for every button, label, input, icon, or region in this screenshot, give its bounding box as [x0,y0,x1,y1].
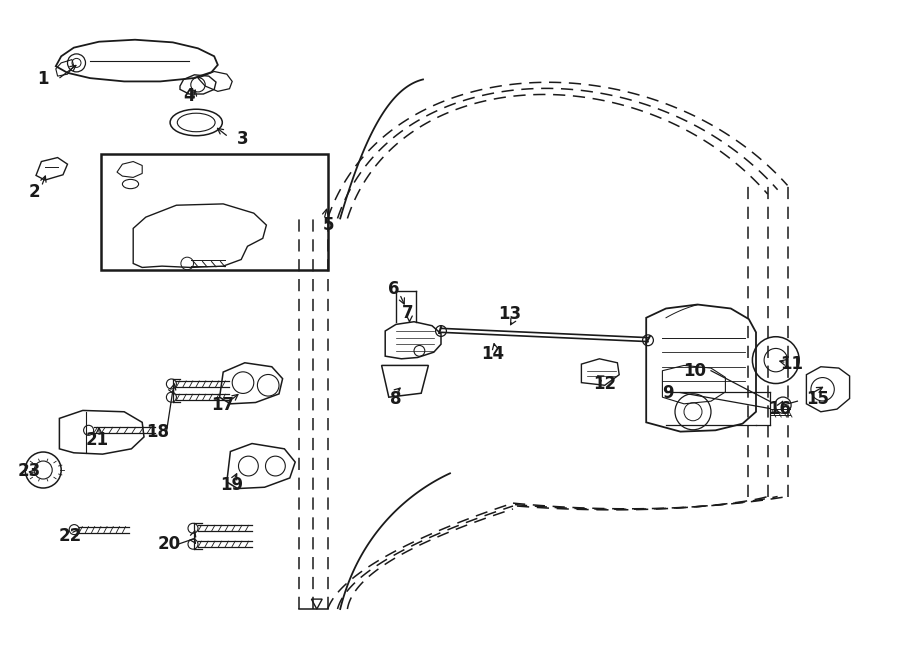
Text: 16: 16 [768,400,791,418]
Text: 10: 10 [683,361,706,380]
Text: 13: 13 [498,305,521,324]
Text: 7: 7 [402,304,413,322]
Bar [101,154,328,270]
Text: 11: 11 [780,355,804,373]
Text: 21: 21 [86,431,109,449]
Text: 8: 8 [391,389,401,408]
Text: 1: 1 [38,70,49,89]
Text: 20: 20 [158,535,181,553]
Text: 23: 23 [17,462,40,481]
Text: 12: 12 [593,375,616,393]
Text: 19: 19 [220,475,244,494]
Text: 15: 15 [806,389,829,408]
Text: 18: 18 [146,422,169,441]
Text: 4: 4 [184,87,194,105]
Text: 3: 3 [238,130,248,148]
Text: 5: 5 [323,216,334,234]
Text: 9: 9 [662,383,673,402]
Text: 22: 22 [58,527,82,545]
Text: 2: 2 [29,183,40,201]
Text: 17: 17 [212,396,235,414]
Text: 6: 6 [389,280,400,299]
Text: 14: 14 [481,345,504,363]
